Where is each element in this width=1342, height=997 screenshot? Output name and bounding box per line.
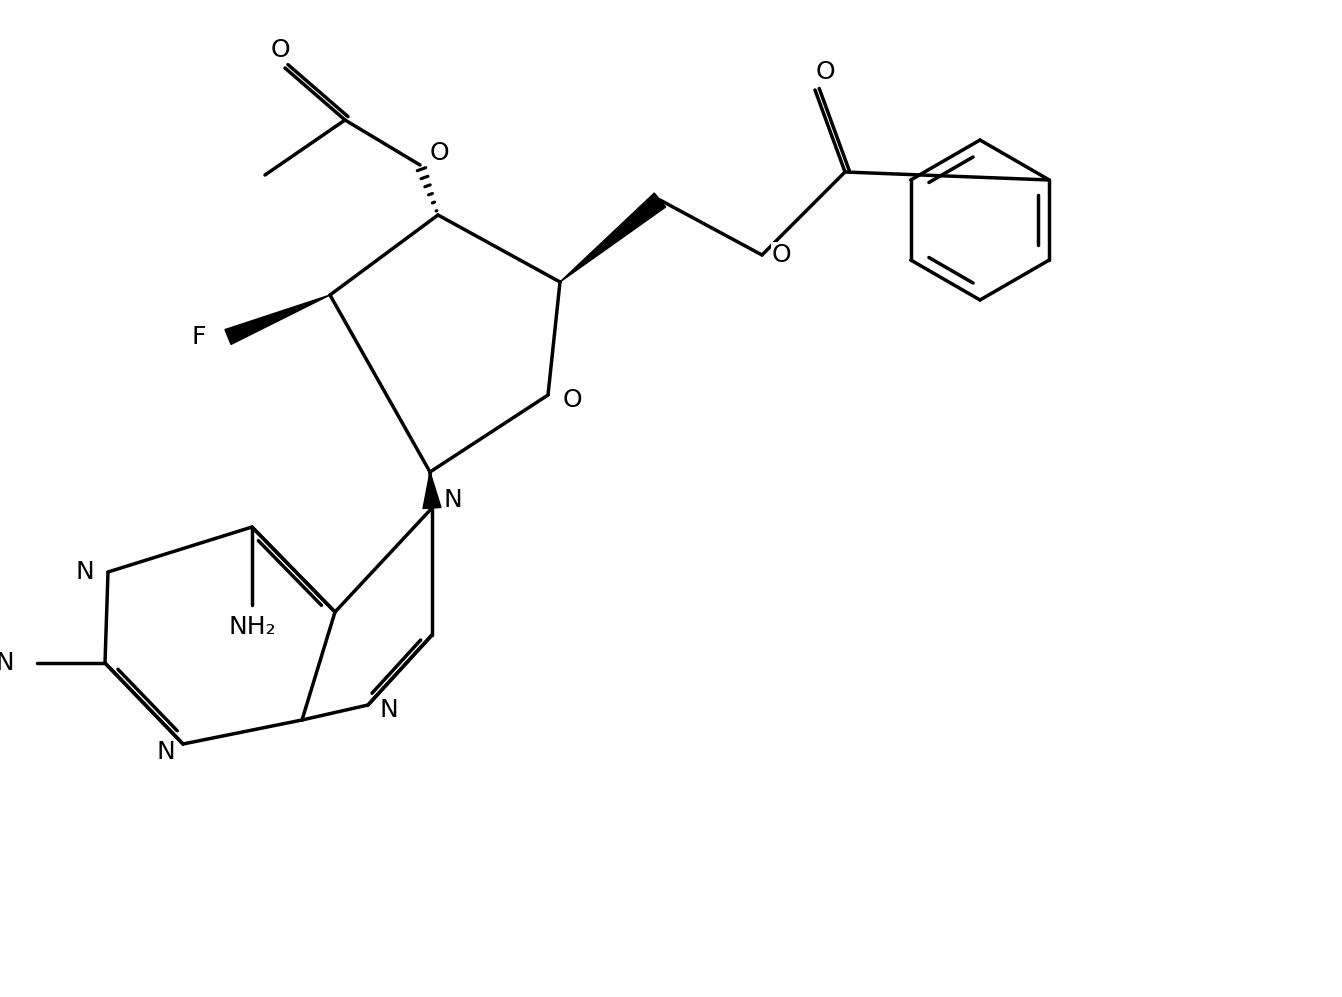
Polygon shape — [560, 193, 666, 282]
Polygon shape — [225, 295, 330, 344]
Text: O: O — [815, 60, 835, 84]
Text: O: O — [270, 38, 290, 62]
Text: N: N — [156, 740, 174, 764]
Text: F: F — [192, 325, 207, 349]
Text: N: N — [380, 698, 399, 722]
Text: H₂N: H₂N — [0, 651, 15, 675]
Text: N: N — [444, 488, 463, 512]
Text: O: O — [564, 388, 582, 412]
Text: N: N — [75, 560, 94, 584]
Text: NH₂: NH₂ — [228, 615, 276, 639]
Text: O: O — [429, 141, 450, 165]
Polygon shape — [423, 472, 442, 508]
Text: O: O — [772, 243, 792, 267]
